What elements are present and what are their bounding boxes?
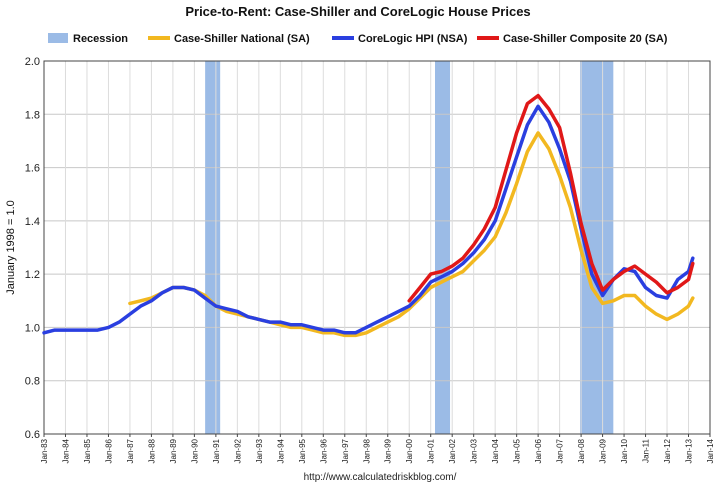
y-tick-label: 1.6	[25, 163, 40, 175]
x-tick-label: Jan-02	[448, 438, 457, 463]
series-lines	[42, 93, 695, 338]
recession-bands	[205, 61, 614, 434]
x-tick-label: Jan-98	[362, 438, 371, 463]
x-axis-ticks: Jan-83 Jan-84 Jan-85 Jan-86 Jan-87 Jan-88 Jan-…	[40, 434, 715, 463]
y-axis-ticks: 0.6 0.8 1.0 1.2 1.4 1.6 1.8 2.0	[25, 56, 40, 441]
x-tick-label: Jan-06	[534, 438, 543, 463]
x-tick-label: Jan-07	[556, 438, 565, 463]
x-tick-label: Jan-92	[233, 438, 242, 463]
x-tick-label: Jan-11	[642, 438, 651, 462]
series-line-case-shiller-composite-20-sa	[407, 93, 695, 303]
legend-case-shiller-composite-label: Case-Shiller Composite 20 (SA)	[503, 33, 668, 45]
x-tick-label: Jan-83	[40, 438, 49, 463]
x-tick-label: Jan-12	[663, 438, 672, 463]
x-tick-label: Jan-00	[405, 438, 414, 463]
chart-title: Price-to-Rent: Case-Shiller and CoreLogi…	[185, 4, 530, 19]
series-line-corelogic-hpi-nsa	[42, 104, 695, 335]
y-axis-label: January 1998 = 1.0	[5, 200, 17, 295]
y-tick-label: 1.0	[25, 322, 40, 334]
legend: Recession Case-Shiller National (SA) Cor…	[48, 33, 668, 45]
x-tick-label: Jan-95	[298, 438, 307, 463]
x-tick-label: Jan-87	[126, 438, 135, 463]
x-tick-label: Jan-99	[384, 438, 393, 463]
x-tick-label: Jan-90	[190, 438, 199, 463]
y-tick-label: 2.0	[25, 56, 40, 68]
x-tick-label: Jan-08	[577, 438, 586, 463]
x-tick-label: Jan-88	[147, 438, 156, 463]
legend-corelogic-label: CoreLogic HPI (NSA)	[358, 33, 468, 45]
x-tick-label: Jan-86	[104, 438, 113, 463]
y-tick-label: 0.6	[25, 429, 40, 441]
x-tick-label: Jan-09	[599, 438, 608, 463]
legend-case-shiller-national-label: Case-Shiller National (SA)	[174, 33, 310, 45]
x-tick-label: Jan-03	[470, 438, 479, 463]
y-tick-label: 1.2	[25, 269, 40, 281]
x-tick-label: Jan-01	[427, 438, 436, 463]
x-tick-label: Jan-94	[276, 438, 285, 463]
x-tick-label: Jan-14	[706, 438, 715, 463]
x-tick-label: Jan-97	[341, 438, 350, 463]
recession-band-1	[205, 61, 221, 434]
x-tick-label: Jan-84	[61, 438, 70, 463]
y-tick-label: 1.4	[25, 216, 40, 228]
x-tick-label: Jan-93	[255, 438, 264, 463]
plot-area-frame	[43, 60, 711, 435]
x-tick-label: Jan-85	[83, 438, 92, 463]
x-tick-label: Jan-96	[319, 438, 328, 463]
x-tick-label: Jan-89	[169, 438, 178, 463]
series-line-case-shiller-national-sa	[128, 131, 695, 338]
source-credit: http://www.calculatedriskblog.com/	[304, 472, 457, 483]
y-tick-label: 0.8	[25, 376, 40, 388]
recession-band-2	[435, 61, 451, 434]
y-tick-label: 1.8	[25, 109, 40, 121]
legend-recession-swatch	[48, 33, 68, 43]
x-tick-label: Jan-13	[685, 438, 694, 463]
legend-recession-label: Recession	[73, 33, 128, 45]
x-tick-label: Jan-91	[212, 438, 221, 463]
x-tick-label: Jan-04	[491, 438, 500, 463]
x-tick-label: Jan-05	[513, 438, 522, 463]
x-tick-label: Jan-10	[620, 438, 629, 463]
